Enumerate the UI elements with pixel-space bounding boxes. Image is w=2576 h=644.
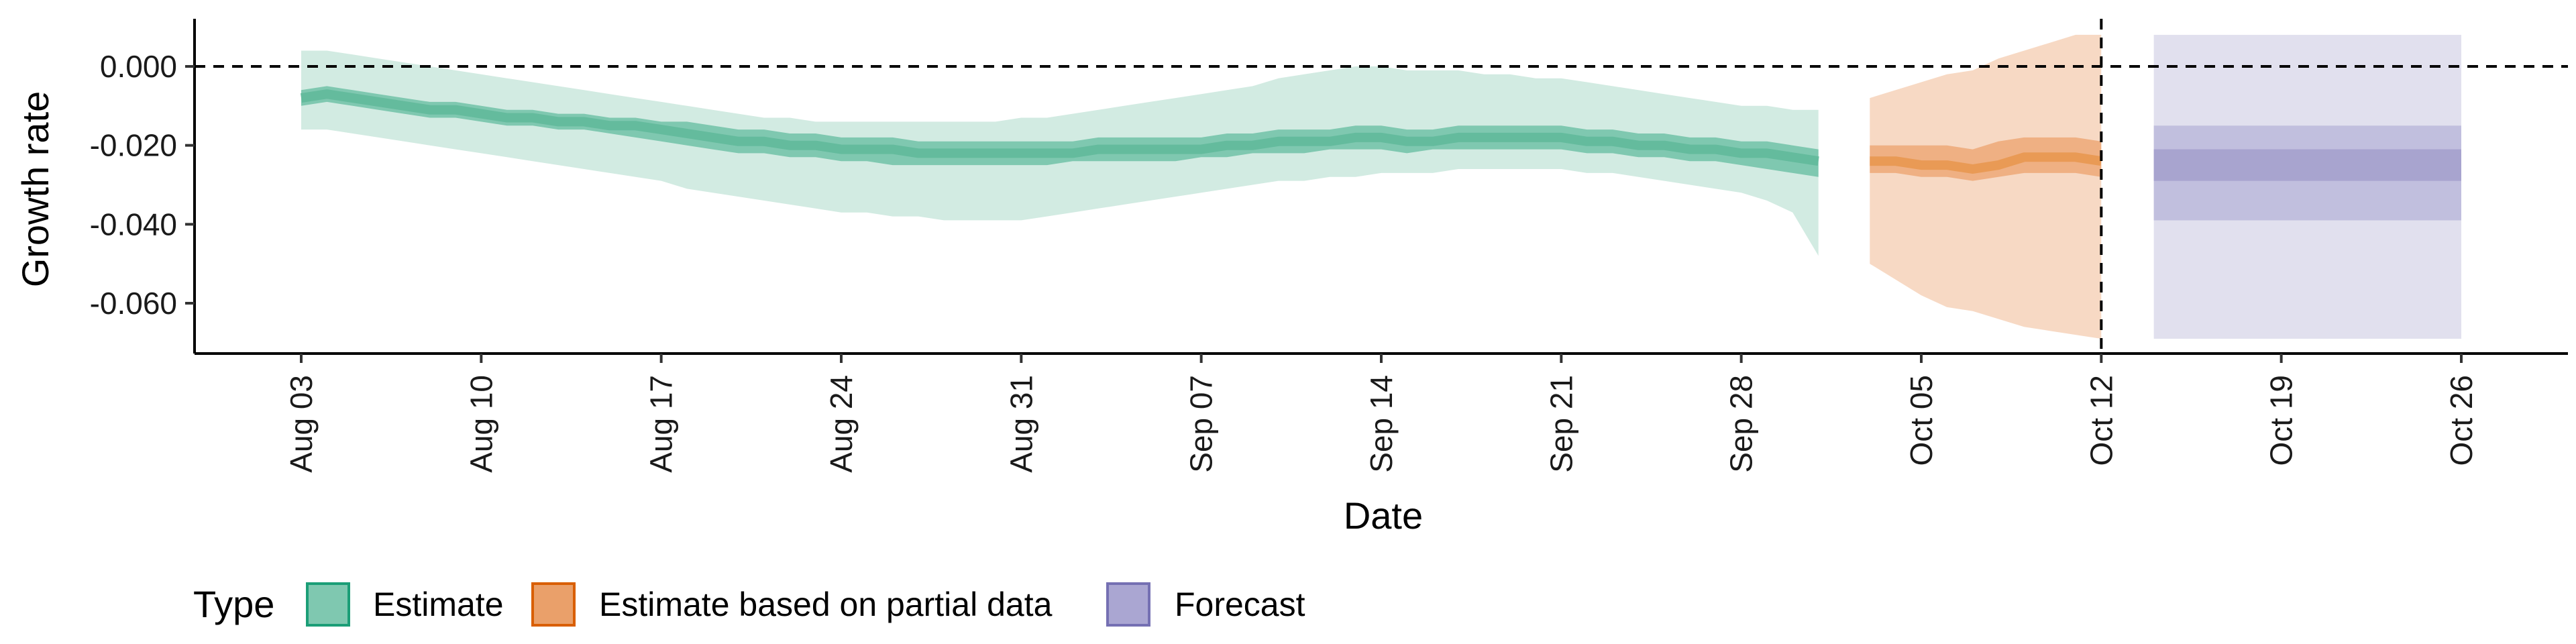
x-tick-label: Oct 12: [2084, 375, 2118, 466]
x-tick-label: Aug 03: [284, 375, 319, 473]
x-tick-label: Oct 26: [2444, 375, 2479, 466]
median-line-estimate-based-on-partial-data: [1870, 152, 2102, 174]
legend-key-estimate: [306, 582, 350, 627]
band-estimate-based-on-partial-data-90: [1870, 34, 2102, 339]
legend: Type Estimate Estimate based on partial …: [193, 582, 1305, 627]
legend-title: Type: [193, 583, 274, 625]
y-tick-label: 0.000: [100, 49, 177, 84]
plot-area: [195, 19, 2568, 354]
x-tick-label: Sep 07: [1184, 375, 1219, 473]
band-forecast-50: [2153, 149, 2461, 181]
x-tick-label: Oct 19: [2264, 375, 2299, 466]
y-tick-label: -0.040: [90, 207, 177, 241]
legend-label-estimate: Estimate: [373, 586, 504, 623]
x-tick-label: Aug 10: [464, 375, 498, 473]
x-axis-title: Date: [1344, 494, 1423, 537]
x-tick-label: Aug 31: [1004, 375, 1038, 473]
legend-label-forecast: Forecast: [1175, 586, 1305, 623]
legend-key-forecast: [1106, 582, 1150, 627]
x-tick-label: Sep 21: [1544, 375, 1578, 473]
x-tick-label: Sep 14: [1364, 375, 1399, 473]
y-tick-label: -0.060: [90, 286, 177, 321]
x-tick-label: Oct 05: [1904, 375, 1939, 466]
y-tick-label: -0.020: [90, 128, 177, 163]
legend-label-partial: Estimate based on partial data: [599, 586, 1053, 623]
median-line-estimate: [300, 89, 1819, 166]
band-estimate-50: [301, 86, 1819, 177]
y-axis-title: Growth rate: [14, 91, 56, 288]
legend-key-partial: [531, 582, 576, 627]
axes: -0.060 -0.040 -0.020 0.000 Aug 03 Aug 10 Aug 1…: [90, 19, 2568, 473]
x-tick-label: Sep 28: [1724, 375, 1759, 473]
x-tick-label: Aug 17: [644, 375, 679, 473]
band-estimate-based-on-partial-data-50: [1870, 137, 2102, 181]
x-tick-label: Aug 24: [824, 375, 859, 473]
